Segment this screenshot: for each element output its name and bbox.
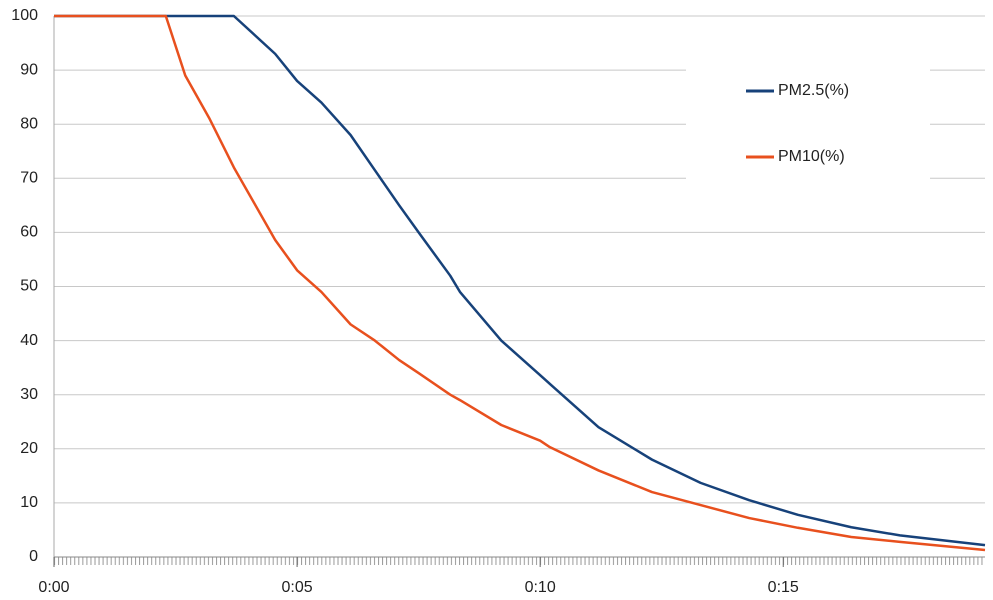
grid: 0 10 20 30 40 50 60 70 80 90 100 0:00 0:05 0:10 0:15 <box>11 7 985 596</box>
legend-label: PM10(%) <box>778 148 845 165</box>
series-line <box>54 14 986 547</box>
x-tick-label: 0:00 <box>38 579 69 596</box>
y-tick-label: 10 <box>20 494 38 511</box>
y-tick-label: 50 <box>20 278 38 295</box>
y-tick-label: 90 <box>20 61 38 78</box>
plot <box>54 14 986 552</box>
x-tick-label: 0:15 <box>768 579 799 596</box>
minor-ticks <box>54 557 985 565</box>
y-tick-label: 40 <box>20 332 38 349</box>
y-tick-label: 30 <box>20 386 38 403</box>
x-tick-label: 0:10 <box>525 579 556 596</box>
legend-label: PM2.5(%) <box>778 82 849 99</box>
y-tick-label: 70 <box>20 170 38 187</box>
x-tick-label: 0:05 <box>282 579 313 596</box>
legend: PM2.5(%) PM10(%) <box>686 55 930 180</box>
series-line <box>54 14 986 552</box>
y-tick-label: 20 <box>20 440 38 457</box>
y-tick-label: 80 <box>20 115 38 132</box>
legend-box <box>686 55 930 180</box>
y-tick-label: 0 <box>29 548 38 565</box>
y-tick-label: 100 <box>11 7 38 24</box>
y-tick-label: 60 <box>20 224 38 241</box>
